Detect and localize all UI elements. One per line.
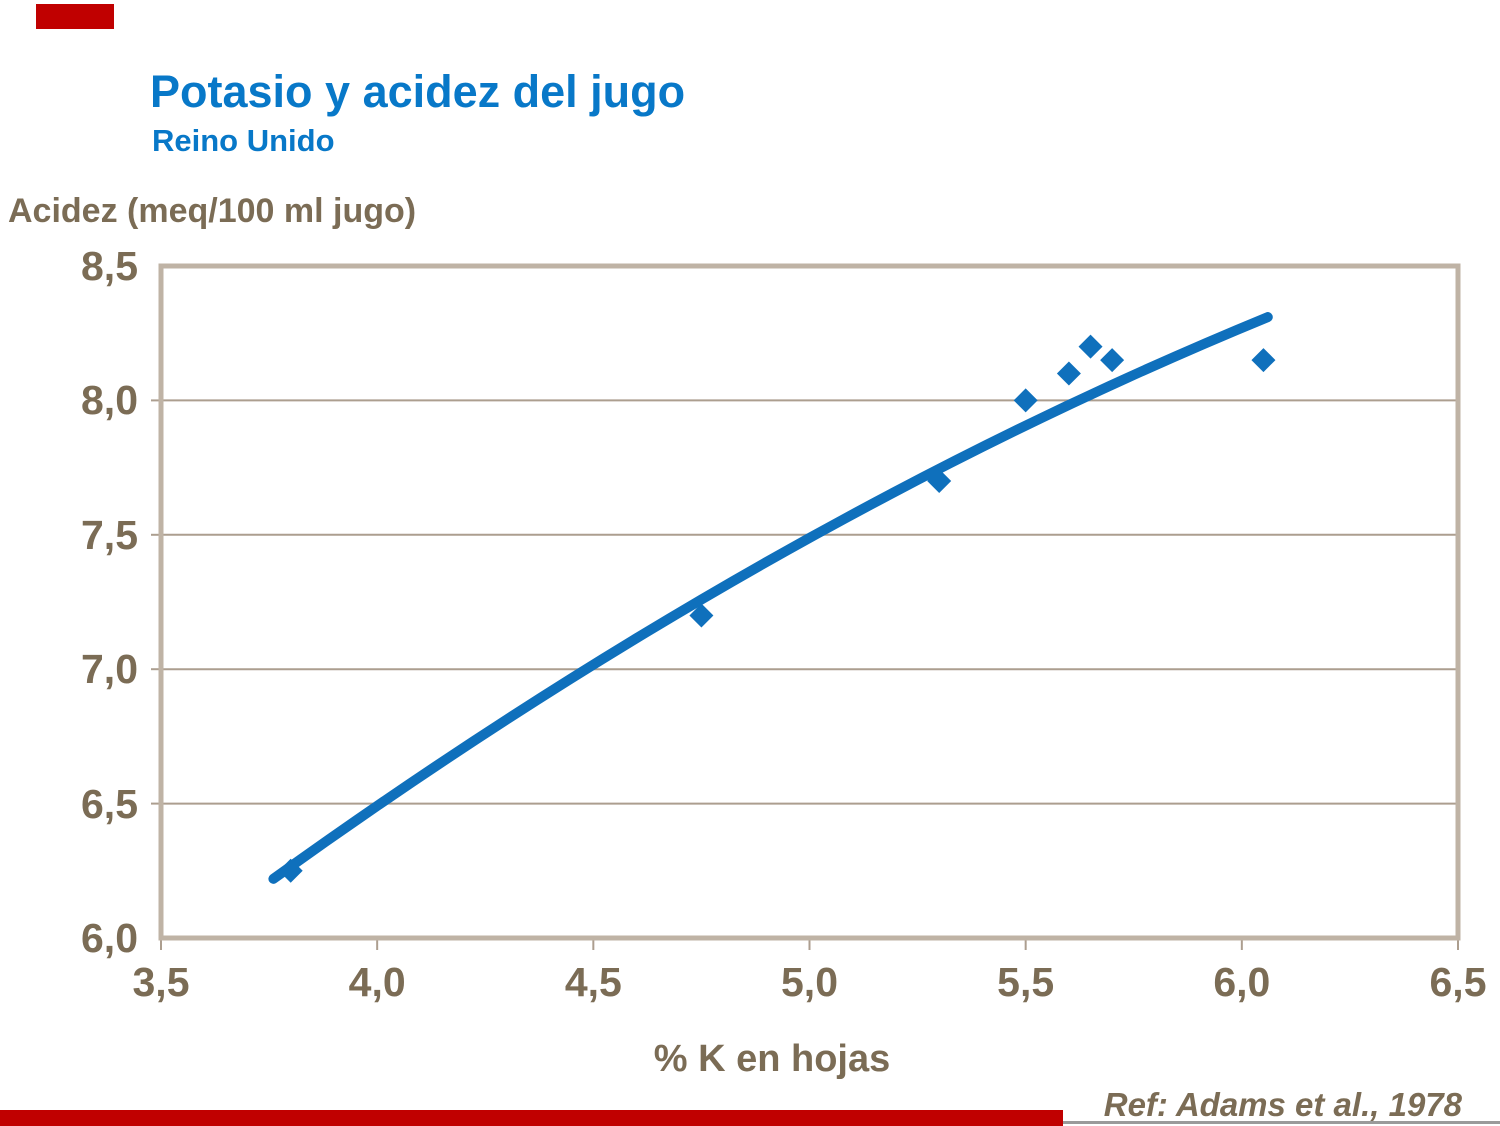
- data-point: [278, 858, 303, 883]
- x-tick-label: 5,0: [781, 959, 838, 1005]
- data-point: [1078, 334, 1103, 359]
- data-point: [1013, 388, 1038, 413]
- y-tick-label: 7,5: [81, 511, 138, 558]
- x-tick-label: 6,5: [1429, 959, 1487, 1005]
- x-tick-label: 4,5: [564, 959, 622, 1005]
- y-tick-label: 8,0: [81, 377, 138, 424]
- y-tick-label: 8,5: [81, 243, 138, 289]
- data-point: [689, 603, 714, 628]
- x-axis-title: % K en hojas: [653, 1038, 891, 1080]
- data-point: [927, 469, 952, 494]
- x-tick-label: 3,5: [132, 959, 190, 1005]
- trend-line: [268, 312, 1273, 884]
- reference-citation: Ref: Adams et al., 1978: [1103, 1086, 1462, 1123]
- chart-subtitle: Reino Unido: [152, 123, 335, 158]
- y-tick-label: 6,5: [81, 780, 138, 827]
- y-tick-label: 6,0: [81, 915, 138, 961]
- data-point: [1100, 348, 1125, 373]
- x-tick-label: 4,0: [348, 959, 406, 1005]
- footer-accent-bar: [0, 1110, 1063, 1126]
- y-axis-title: Acidez (meq/100 ml jugo): [8, 192, 417, 230]
- data-point: [1251, 348, 1276, 373]
- plot-frame: [158, 263, 1461, 941]
- chart-title: Potasio y acidez del jugo: [150, 66, 686, 117]
- x-tick-label: 5,5: [997, 959, 1055, 1005]
- x-tick-label: 6,0: [1213, 959, 1271, 1005]
- data-point: [1056, 361, 1081, 386]
- slide-accent-rect: [36, 4, 114, 29]
- y-tick-label: 7,0: [81, 646, 138, 693]
